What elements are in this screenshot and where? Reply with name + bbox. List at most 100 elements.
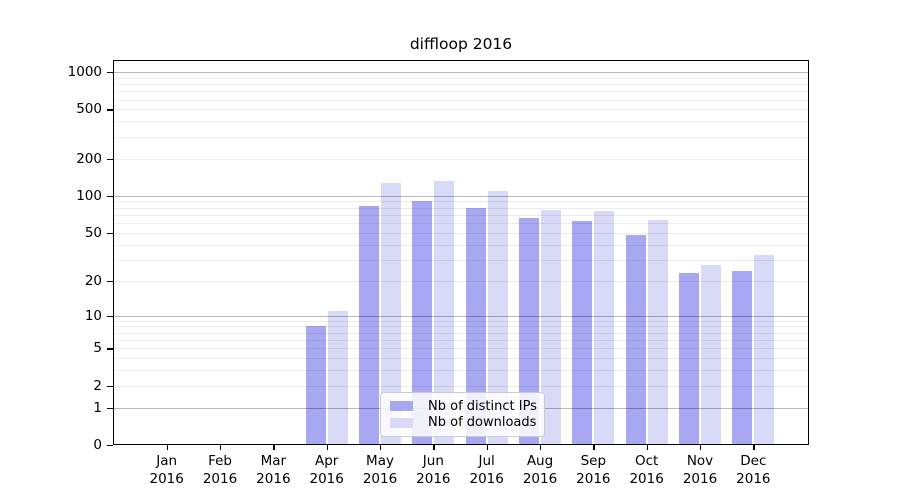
bar-distinct-ips <box>359 206 380 445</box>
y-tick-mark <box>107 158 113 160</box>
minor-gridline <box>114 91 808 93</box>
minor-gridline <box>114 385 808 387</box>
y-tick-mark <box>107 72 113 74</box>
x-tick-label: Jul 2016 <box>469 453 504 487</box>
x-tick-mark <box>646 445 648 450</box>
bar-downloads <box>487 191 508 445</box>
x-tick-label: Feb 2016 <box>202 453 238 487</box>
x-tick-mark <box>540 445 542 450</box>
plot-border <box>113 60 809 445</box>
x-tick-mark <box>486 445 488 450</box>
minor-gridline <box>114 332 808 334</box>
minor-gridline <box>114 136 808 138</box>
minor-gridline <box>114 280 808 282</box>
minor-gridline <box>114 244 808 246</box>
x-tick-mark <box>166 445 168 450</box>
y-tick-label: 20 <box>84 272 102 289</box>
y-tick-label: 1 <box>93 399 102 416</box>
y-tick-mark <box>107 315 113 317</box>
bar-distinct-ips <box>465 207 486 445</box>
bar-downloads <box>754 254 775 445</box>
minor-gridline <box>114 77 808 79</box>
x-tick-mark <box>220 445 222 450</box>
legend-row: Nb of distinct IPs <box>390 398 537 414</box>
x-tick-label: Sep 2016 <box>576 453 611 487</box>
bar-downloads <box>434 181 455 445</box>
minor-gridline <box>114 214 808 216</box>
minor-gridline <box>114 201 808 203</box>
minor-gridline <box>114 121 808 123</box>
y-tick-label: 10 <box>84 307 102 324</box>
y-tick-label: 500 <box>76 101 102 118</box>
bar-distinct-ips <box>412 200 433 445</box>
x-tick-mark <box>273 445 275 450</box>
y-tick-label: 100 <box>76 187 102 204</box>
x-tick-mark <box>753 445 755 450</box>
y-tick-label: 5 <box>93 340 102 357</box>
bar-downloads <box>594 211 615 445</box>
x-tick-mark <box>593 445 595 450</box>
x-tick-label: Mar 2016 <box>256 453 291 487</box>
minor-gridline <box>114 320 808 322</box>
y-tick-mark <box>107 385 113 387</box>
bar-distinct-ips <box>519 217 539 445</box>
x-tick-label: Jun 2016 <box>416 453 451 487</box>
minor-gridline <box>114 99 808 101</box>
y-tick-mark <box>107 280 113 282</box>
x-tick-mark <box>326 445 328 450</box>
x-tick-label: Dec 2016 <box>736 453 771 487</box>
legend-label: Nb of distinct IPs <box>428 398 537 414</box>
minor-gridline <box>114 326 808 328</box>
x-tick-mark <box>433 445 435 450</box>
bar-distinct-ips <box>305 326 326 445</box>
minor-gridline <box>114 259 808 261</box>
y-tick-mark <box>107 109 113 111</box>
legend: Nb of distinct IPs Nb of downloads <box>380 392 545 437</box>
bar-downloads <box>541 210 561 445</box>
y-tick-mark <box>107 445 113 447</box>
bar-distinct-ips <box>572 221 593 445</box>
legend-label: Nb of downloads <box>428 415 537 431</box>
x-tick-mark <box>380 445 382 450</box>
legend-swatch-downloads <box>390 417 413 428</box>
minor-gridline <box>114 109 808 111</box>
x-tick-label: May 2016 <box>362 453 398 487</box>
x-tick-label: Aug 2016 <box>522 453 558 487</box>
legend-swatch-distinct-ips <box>390 401 413 412</box>
major-gridline <box>114 315 808 317</box>
bar-downloads <box>327 310 348 445</box>
bar-downloads <box>381 182 402 445</box>
y-tick-label: 1000 <box>67 64 102 80</box>
bar-distinct-ips <box>625 234 646 445</box>
bar-downloads <box>701 265 721 445</box>
major-gridline <box>114 72 808 73</box>
x-tick-label: Oct 2016 <box>629 453 664 487</box>
y-tick-label: 2 <box>93 377 102 394</box>
x-tick-label: Jan 2016 <box>149 453 184 487</box>
minor-gridline <box>114 158 808 160</box>
minor-gridline <box>114 223 808 225</box>
y-tick-mark <box>107 232 113 235</box>
bar-downloads <box>647 219 668 445</box>
minor-gridline <box>114 358 808 360</box>
x-tick-label: Apr 2016 <box>309 453 344 487</box>
y-tick-label: 0 <box>93 437 102 453</box>
x-tick-label: Nov 2016 <box>682 453 718 487</box>
y-tick-mark <box>107 407 113 409</box>
minor-gridline <box>114 339 808 341</box>
minor-gridline <box>114 348 808 350</box>
y-tick-mark <box>107 348 113 350</box>
y-tick-label: 200 <box>76 150 102 167</box>
y-tick-label: 50 <box>84 224 102 241</box>
bar-distinct-ips <box>679 273 699 445</box>
minor-gridline <box>114 207 808 209</box>
chart-title: diffloop 2016 <box>409 35 513 53</box>
minor-gridline <box>114 232 808 234</box>
minor-gridline <box>114 370 808 372</box>
major-gridline <box>114 195 808 197</box>
x-tick-mark <box>700 445 702 450</box>
bar-distinct-ips <box>732 271 753 445</box>
minor-gridline <box>114 84 808 86</box>
legend-row: Nb of downloads <box>390 415 537 431</box>
